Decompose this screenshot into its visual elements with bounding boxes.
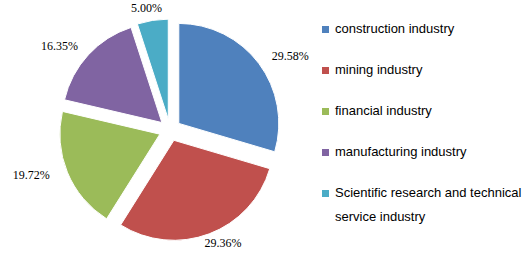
- data-label: 16.35%: [41, 39, 78, 53]
- data-label: 29.58%: [272, 49, 309, 63]
- legend-marker: [322, 26, 329, 33]
- legend-marker: [322, 108, 329, 115]
- pie-slice: [179, 23, 279, 151]
- slices: [60, 19, 279, 240]
- legend: construction industry mining industry fina…: [322, 21, 522, 224]
- legend-marker: [322, 190, 329, 197]
- data-label: 29.36%: [204, 236, 241, 250]
- pie-slice: [60, 111, 160, 218]
- data-labels: 29.58% 29.36% 19.72% 16.35% 5.00%: [13, 1, 309, 250]
- data-label: 19.72%: [13, 168, 50, 182]
- legend-label: manufacturing industry: [335, 144, 467, 159]
- pie-chart: 29.58% 29.36% 19.72% 16.35% 5.00% constructio…: [0, 0, 526, 260]
- pie-slice: [137, 19, 168, 119]
- legend-marker: [322, 67, 329, 74]
- legend-marker: [322, 149, 329, 156]
- legend-label: mining industry: [335, 62, 423, 77]
- legend-label: Scientific research and technicalservice…: [335, 185, 522, 224]
- chart-container: 29.58% 29.36% 19.72% 16.35% 5.00% constructio…: [0, 0, 526, 260]
- data-label: 5.00%: [131, 1, 162, 15]
- legend-label: financial industry: [335, 103, 432, 118]
- legend-label: construction industry: [335, 21, 455, 36]
